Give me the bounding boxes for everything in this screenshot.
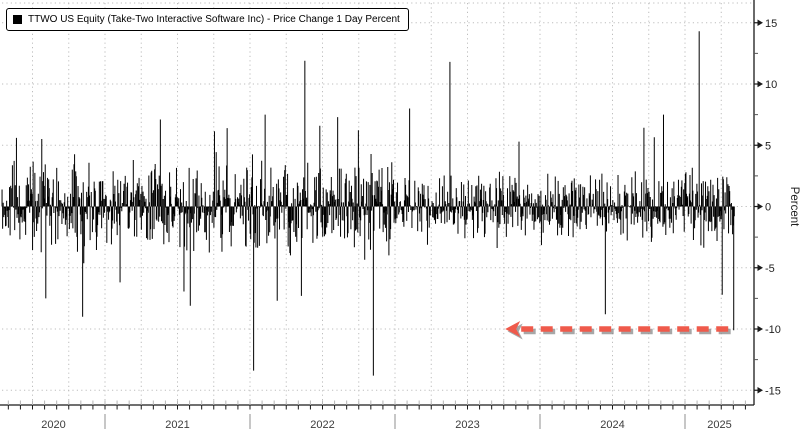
svg-text:0: 0 <box>765 202 771 214</box>
x-axis-labels: 2020 2021 2022 2023 2024 2025 <box>41 414 732 431</box>
series-swatch-icon <box>13 15 22 24</box>
y-axis-title: Percent <box>788 187 800 227</box>
svg-text:5: 5 <box>765 140 771 152</box>
legend: TTWO US Equity (Take-Two Interactive Sof… <box>6 8 409 31</box>
annotation-arrow <box>505 321 731 340</box>
series-label: TTWO US Equity (Take-Two Interactive Sof… <box>28 14 400 25</box>
x-axis-ticks <box>7 400 746 410</box>
svg-text:-15: -15 <box>765 385 781 397</box>
svg-text:2025: 2025 <box>707 419 731 431</box>
axes <box>0 0 755 406</box>
svg-text:15: 15 <box>765 18 777 30</box>
svg-text:2022: 2022 <box>310 419 334 431</box>
svg-text:-5: -5 <box>765 263 775 275</box>
svg-text:2020: 2020 <box>41 419 65 431</box>
y-axis-ticks: 15 10 5 0 -5 -10 -15 Percent <box>754 18 800 397</box>
svg-text:2021: 2021 <box>165 419 189 431</box>
svg-text:-10: -10 <box>765 324 781 336</box>
svg-text:10: 10 <box>765 79 777 91</box>
svg-text:2023: 2023 <box>455 419 479 431</box>
svg-text:2024: 2024 <box>600 419 624 431</box>
daily-change-bars <box>1 31 735 376</box>
gridlines <box>2 2 754 405</box>
